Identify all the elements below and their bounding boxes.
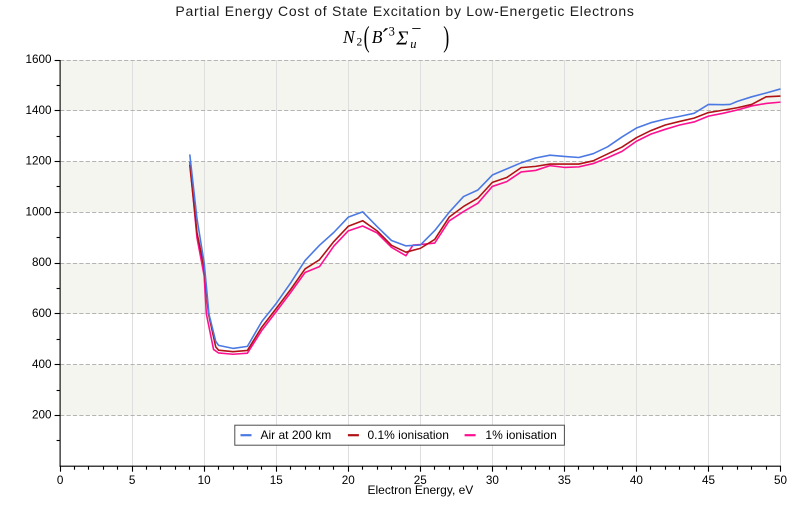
svg-text:1% ionisation: 1% ionisation (485, 428, 556, 442)
svg-text:1400: 1400 (25, 104, 52, 117)
svg-text:Air at 200 km: Air at 200 km (261, 428, 332, 442)
svg-text:Partial Energy Cost of State E: Partial Energy Cost of State Excitation … (175, 3, 634, 19)
svg-text:N: N (342, 27, 356, 47)
svg-text:B: B (372, 27, 383, 47)
svg-text:25: 25 (414, 474, 428, 487)
svg-text:400: 400 (32, 358, 52, 371)
svg-text:0: 0 (57, 474, 64, 487)
svg-text:40: 40 (630, 474, 644, 487)
svg-text:´: ´ (381, 26, 389, 52)
svg-text:1600: 1600 (25, 53, 52, 66)
svg-text:3: 3 (389, 24, 395, 38)
svg-text:30: 30 (486, 474, 500, 487)
svg-text:600: 600 (32, 307, 52, 320)
svg-text:0.1% ionisation: 0.1% ionisation (368, 428, 449, 442)
svg-text:2: 2 (357, 37, 363, 49)
svg-text:50: 50 (774, 474, 788, 487)
svg-text:1000: 1000 (25, 205, 52, 218)
svg-text:Σ: Σ (395, 27, 408, 49)
svg-text:35: 35 (558, 474, 572, 487)
svg-text:200: 200 (32, 409, 52, 422)
svg-text:10: 10 (198, 474, 212, 487)
svg-text:20: 20 (342, 474, 356, 487)
svg-text:45: 45 (702, 474, 716, 487)
svg-text:800: 800 (32, 256, 52, 269)
svg-text:u: u (410, 37, 416, 51)
svg-text:): ) (443, 21, 449, 53)
svg-text:15: 15 (270, 474, 284, 487)
svg-text:Electron Energy, eV: Electron Energy, eV (367, 483, 473, 497)
svg-text:−: − (411, 19, 421, 39)
svg-text:(: ( (364, 21, 370, 53)
svg-text:5: 5 (129, 474, 136, 487)
svg-text:1200: 1200 (25, 155, 52, 168)
